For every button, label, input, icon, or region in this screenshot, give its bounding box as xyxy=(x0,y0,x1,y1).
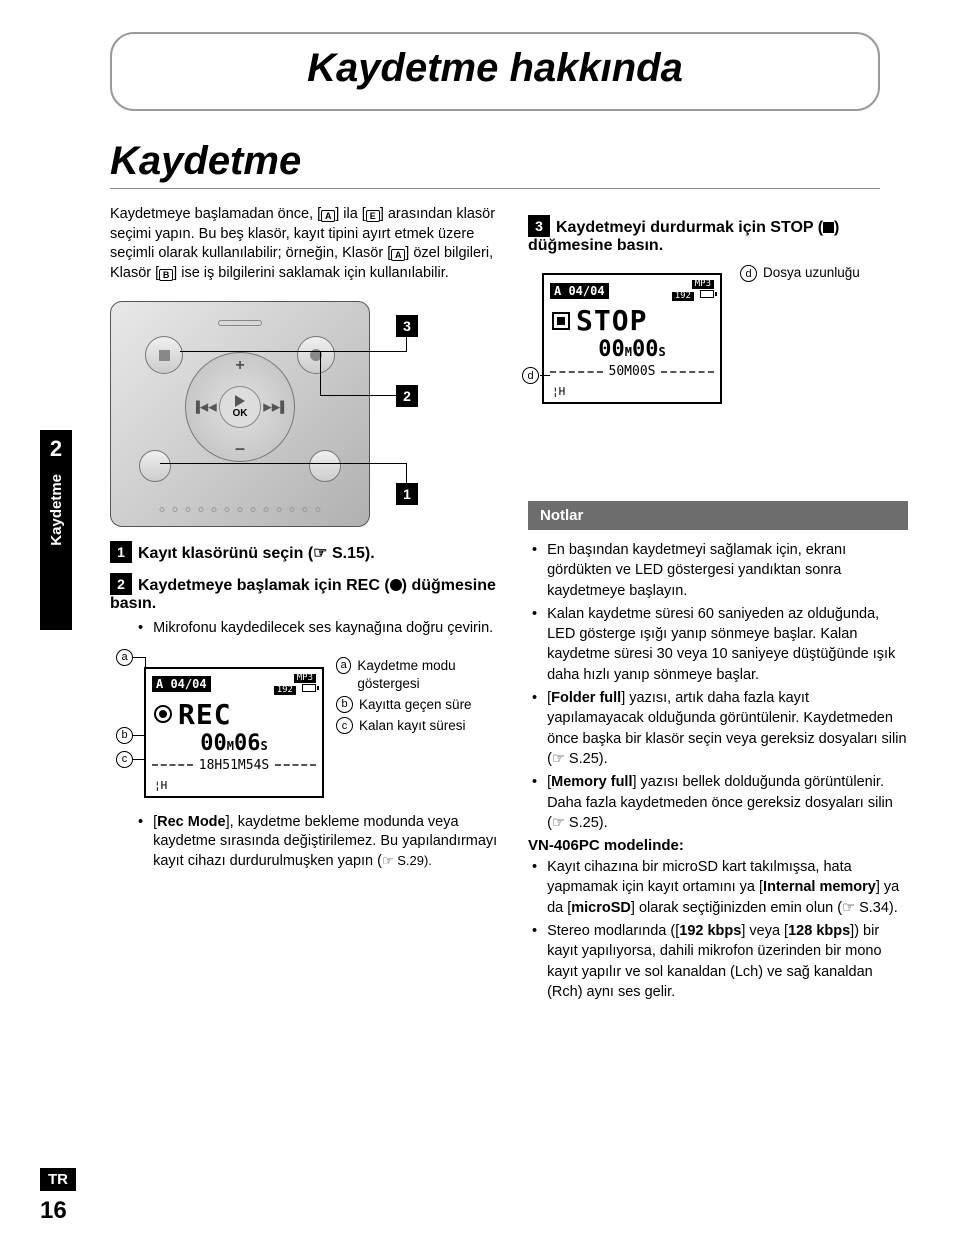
lcd-stop-wrapper: A 04/04 MP3 192 STOP 00M00S xyxy=(528,265,908,425)
speaker-dots-icon xyxy=(160,507,321,512)
chapter-label: Kaydetme xyxy=(48,474,65,546)
lcd-rec-wrapper: a b c A 04/04 MP3 192 xyxy=(114,649,504,799)
notes-list: En başından kaydetmeyi sağlamak için, ek… xyxy=(528,540,908,833)
plus-icon: + xyxy=(235,357,244,375)
callout-line xyxy=(406,335,407,352)
rec-indicator-icon xyxy=(154,705,172,723)
label-a-circle: a xyxy=(336,657,351,674)
lcd-mic: ¦H xyxy=(146,777,322,796)
label-line xyxy=(133,657,145,658)
label-c-marker: c xyxy=(116,751,133,768)
lcd-length: 50M00S xyxy=(609,364,656,379)
label-b-text: Kayıtta geçen süre xyxy=(359,696,472,714)
prev-icon: ▐◀◀ xyxy=(192,401,217,414)
notes-subheading: VN-406PC modelinde: xyxy=(528,837,908,854)
step-2: 2Kaydetmeye başlamak için REC () düğmesi… xyxy=(110,573,504,613)
callout-2: 2 xyxy=(396,385,418,407)
label-b-marker: b xyxy=(116,727,133,744)
lcd-rec-text: REC xyxy=(178,698,232,731)
stop-indicator-icon xyxy=(552,312,570,330)
lcd-stop-text: STOP xyxy=(576,304,647,337)
rec-mode-note: [Rec Mode], kaydetme bekleme modunda vey… xyxy=(138,813,504,872)
lang-badge: TR xyxy=(40,1168,76,1191)
label-b-circle: b xyxy=(336,696,353,713)
section-heading: Kaydetme xyxy=(0,139,920,184)
label-d-wrap: d Dosya uzunluğu xyxy=(740,265,860,282)
battery-icon xyxy=(302,684,316,692)
lcd-elapsed: 00M06S xyxy=(146,731,322,756)
label-d-text: Dosya uzunluğu xyxy=(763,265,860,280)
label-d-marker: d xyxy=(522,367,539,384)
step-3: 3Kaydetmeyi durdurmak için STOP () düğme… xyxy=(528,215,908,255)
lcd-rate: 192 xyxy=(274,686,296,695)
page-title: Kaydetme hakkında xyxy=(112,46,878,91)
callout-3: 3 xyxy=(396,315,418,337)
ok-button-icon: OK xyxy=(219,386,261,428)
stop-button-icon xyxy=(145,336,183,374)
device-slot-icon xyxy=(218,320,262,326)
lcd-folder: A 04/04 xyxy=(550,283,609,299)
callout-line xyxy=(406,463,407,483)
label-a-marker: a xyxy=(116,649,133,666)
note-item: En başından kaydetmeyi sağlamak için, ek… xyxy=(528,540,908,601)
rec-dot-icon xyxy=(390,579,402,591)
lcd-rate: 192 xyxy=(672,292,694,301)
battery-icon xyxy=(700,290,714,298)
chapter-tab: 2 Kaydetme xyxy=(40,430,72,630)
step-2-number: 2 xyxy=(110,573,132,595)
rec-button-icon xyxy=(297,336,335,374)
page-title-box: Kaydetme hakkında xyxy=(110,32,880,111)
divider xyxy=(110,188,880,189)
button-br-icon xyxy=(309,450,341,482)
lcd-stop: A 04/04 MP3 192 STOP 00M00S xyxy=(542,273,722,404)
step-1-number: 1 xyxy=(110,541,132,563)
folder-a-icon: A xyxy=(321,210,335,222)
play-icon xyxy=(235,395,245,407)
step-3-text: Kaydetmeyi durdurmak için STOP () düğmes… xyxy=(528,219,839,254)
note-item: Stereo modlarında ([192 kbps] veya [128 … xyxy=(528,921,908,1002)
notes-heading: Notlar xyxy=(528,501,908,530)
note-item: Kalan kaydetme süresi 60 saniyeden az ol… xyxy=(528,604,908,685)
device-illustration: + – ▐◀◀ ▶▶▌ OK xyxy=(110,301,504,531)
callout-1: 1 xyxy=(396,483,418,505)
lcd-time-zero: 00M00S xyxy=(544,337,720,362)
note-item: [Memory full] yazısı bellek dolduğunda g… xyxy=(528,772,908,833)
label-d-circle: d xyxy=(740,265,757,282)
lcd-mp3: MP3 xyxy=(294,674,316,683)
callout-line xyxy=(160,463,406,464)
note-item: [Folder full] yazısı, artık daha fazla k… xyxy=(528,688,908,769)
folder-b-icon: B xyxy=(159,269,173,281)
page-number: 16 xyxy=(40,1197,76,1225)
callout-line xyxy=(180,351,406,352)
callout-line xyxy=(320,351,321,395)
label-line xyxy=(540,375,550,376)
intro-paragraph: Kaydetmeye başlamadan önce, [A] ila [E] … xyxy=(110,205,504,283)
lcd-mp3: MP3 xyxy=(692,280,714,289)
minus-icon: – xyxy=(235,438,245,459)
button-bl-icon xyxy=(139,450,171,482)
ok-label: OK xyxy=(233,408,248,419)
folder-e-icon: E xyxy=(366,210,380,222)
step-1: 1 Kayıt klasörünü seçin (☞ S.15). xyxy=(110,541,504,563)
step-2-text: Kaydetmeye başlamak için REC () düğmesin… xyxy=(110,577,496,612)
page-footer: TR 16 xyxy=(40,1168,76,1225)
lcd-folder: A 04/04 xyxy=(152,676,211,692)
dpad-icon: + – ▐◀◀ ▶▶▌ OK xyxy=(185,352,295,462)
folder-a-icon: A xyxy=(391,249,405,261)
lcd-remaining: 18H51M54S xyxy=(199,758,269,773)
label-a-text: Kaydetme modu göstergesi xyxy=(357,657,504,693)
stop-square-icon xyxy=(823,222,834,233)
note-item: Kayıt cihazına bir microSD kart takılmış… xyxy=(528,857,908,918)
chapter-number: 2 xyxy=(40,430,72,462)
lcd-rec: A 04/04 MP3 192 REC 00M06S xyxy=(144,667,324,798)
step-3-number: 3 xyxy=(528,215,550,237)
next-icon: ▶▶▌ xyxy=(263,401,288,414)
notes-list-2: Kayıt cihazına bir microSD kart takılmış… xyxy=(528,857,908,1002)
label-c-circle: c xyxy=(336,717,353,734)
lcd-mic: ¦H xyxy=(544,383,720,402)
callout-line xyxy=(320,395,406,396)
step-2-bullet: Mikrofonu kaydedilecek ses kaynağına doğ… xyxy=(138,619,504,639)
label-c-text: Kalan kayıt süresi xyxy=(359,717,466,735)
step-1-text: Kayıt klasörünü seçin (☞ S.15). xyxy=(138,545,375,562)
